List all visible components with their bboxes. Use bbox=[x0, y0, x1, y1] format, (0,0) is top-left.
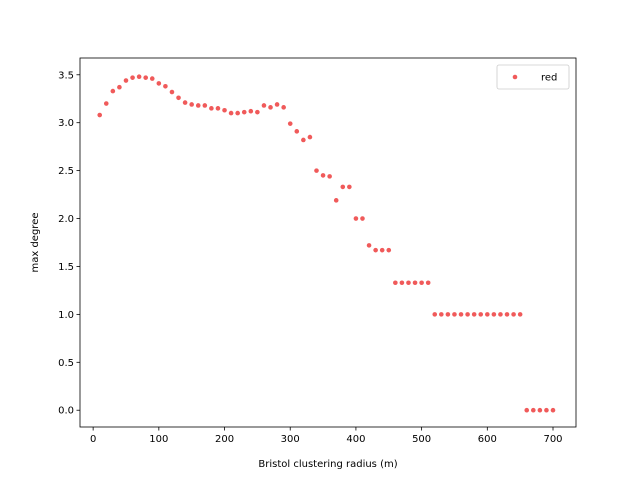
data-point bbox=[393, 280, 398, 286]
data-point bbox=[412, 280, 418, 286]
y-tick-label: 3.0 bbox=[58, 118, 74, 129]
data-point bbox=[103, 101, 109, 106]
legend: red bbox=[496, 64, 570, 90]
data-point bbox=[425, 280, 431, 286]
data-point bbox=[373, 247, 378, 253]
data-point bbox=[268, 105, 273, 110]
data-point bbox=[110, 88, 116, 94]
x-tick-label: 0 bbox=[90, 434, 96, 445]
data-point bbox=[333, 198, 339, 203]
data-point bbox=[189, 102, 194, 107]
data-point bbox=[544, 407, 549, 413]
data-point bbox=[163, 83, 168, 89]
data-point bbox=[478, 312, 484, 317]
data-point bbox=[176, 95, 181, 101]
data-point bbox=[366, 243, 372, 248]
data-point bbox=[537, 407, 543, 413]
data-point bbox=[471, 312, 477, 317]
data-point bbox=[195, 103, 201, 108]
data-point bbox=[130, 75, 135, 80]
data-point bbox=[320, 173, 326, 178]
x-tick-label: 700 bbox=[543, 434, 562, 445]
y-tick-label: 2.5 bbox=[58, 166, 74, 177]
data-point bbox=[386, 247, 392, 253]
data-point bbox=[215, 106, 221, 111]
data-point bbox=[261, 103, 267, 108]
x-tick-label: 500 bbox=[412, 434, 431, 445]
data-point bbox=[419, 280, 424, 286]
data-point bbox=[307, 134, 313, 140]
y-tick-label: 2.0 bbox=[58, 214, 74, 225]
data-point bbox=[347, 184, 352, 190]
data-point bbox=[202, 103, 208, 108]
y-tick-label: 1.5 bbox=[58, 262, 74, 273]
data-point bbox=[294, 129, 300, 134]
data-point bbox=[248, 108, 254, 114]
data-point bbox=[445, 312, 451, 317]
data-point bbox=[281, 105, 286, 110]
data-point bbox=[406, 280, 411, 286]
data-point bbox=[511, 312, 516, 317]
legend-entry-red: red bbox=[541, 73, 557, 84]
x-tick-label: 300 bbox=[281, 434, 300, 445]
data-point bbox=[301, 137, 306, 143]
data-point bbox=[485, 312, 490, 317]
x-tick-label: 200 bbox=[215, 434, 234, 445]
data-point bbox=[340, 184, 346, 190]
axes-frame bbox=[79, 57, 577, 428]
legend-marker bbox=[512, 74, 518, 80]
data-point bbox=[452, 312, 457, 317]
data-point bbox=[136, 74, 142, 79]
data-point bbox=[314, 168, 319, 173]
legend-box bbox=[496, 64, 570, 90]
x-axis-ticks: 0 100 200 300 400 500 600 700 bbox=[90, 427, 563, 445]
data-point bbox=[287, 121, 293, 126]
data-point bbox=[550, 407, 556, 413]
data-point bbox=[379, 247, 385, 253]
y-axis-ticks: 0.0 0.5 1.0 1.5 2.0 2.5 3.0 3.5 bbox=[58, 70, 80, 417]
data-point bbox=[209, 106, 214, 111]
x-tick-label: 600 bbox=[478, 434, 497, 445]
data-point bbox=[353, 216, 359, 221]
data-point bbox=[156, 81, 162, 86]
data-point bbox=[327, 174, 332, 179]
data-point bbox=[517, 312, 523, 317]
y-tick-label: 0.5 bbox=[58, 358, 74, 369]
x-axis-label: Bristol clustering radius (m) bbox=[258, 459, 397, 470]
data-point bbox=[241, 109, 247, 115]
data-point bbox=[169, 89, 175, 95]
data-point bbox=[123, 78, 129, 83]
data-point bbox=[255, 109, 260, 115]
data-point bbox=[222, 107, 227, 113]
data-point bbox=[235, 110, 240, 116]
y-axis-label: max degree bbox=[30, 212, 41, 272]
data-point bbox=[498, 312, 503, 317]
data-point bbox=[399, 280, 405, 286]
data-point bbox=[524, 407, 530, 413]
data-point bbox=[458, 312, 464, 317]
data-point bbox=[97, 112, 103, 118]
y-tick-label: 3.5 bbox=[58, 70, 74, 81]
data-point bbox=[182, 100, 188, 105]
data-points bbox=[97, 74, 556, 413]
data-point bbox=[117, 84, 122, 90]
data-point bbox=[465, 312, 470, 317]
data-point bbox=[143, 75, 148, 80]
data-point bbox=[360, 216, 365, 221]
data-point bbox=[504, 312, 510, 317]
data-point bbox=[439, 312, 444, 317]
data-point bbox=[149, 76, 155, 81]
data-point bbox=[432, 312, 438, 317]
data-point bbox=[491, 312, 497, 317]
x-tick-label: 400 bbox=[346, 434, 365, 445]
x-tick-label: 100 bbox=[149, 434, 168, 445]
data-point bbox=[531, 407, 536, 413]
y-tick-label: 1.0 bbox=[58, 310, 74, 321]
y-tick-label: 0.0 bbox=[58, 406, 74, 417]
data-point bbox=[274, 102, 280, 107]
data-point bbox=[228, 110, 234, 116]
